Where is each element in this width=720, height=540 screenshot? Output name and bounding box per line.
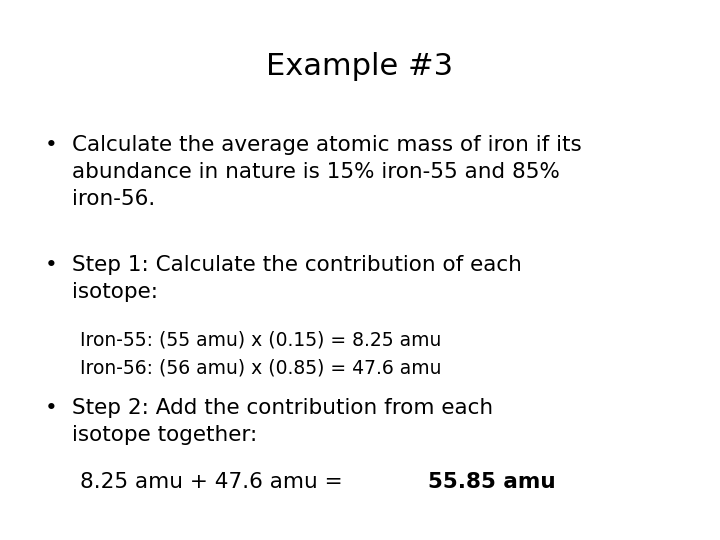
Text: •: • — [45, 398, 58, 418]
Text: Example #3: Example #3 — [266, 52, 454, 81]
Text: Iron-56: (56 amu) x (0.85) = 47.6 amu: Iron-56: (56 amu) x (0.85) = 47.6 amu — [80, 358, 441, 377]
Text: •: • — [45, 135, 58, 155]
Text: 8.25 amu + 47.6 amu =: 8.25 amu + 47.6 amu = — [80, 472, 349, 492]
Text: Step 2: Add the contribution from each: Step 2: Add the contribution from each — [72, 398, 493, 418]
Text: isotope together:: isotope together: — [72, 425, 257, 445]
Text: 55.85 amu: 55.85 amu — [428, 472, 555, 492]
Text: Calculate the average atomic mass of iron if its: Calculate the average atomic mass of iro… — [72, 135, 582, 155]
Text: •: • — [45, 255, 58, 275]
Text: abundance in nature is 15% iron-55 and 85%: abundance in nature is 15% iron-55 and 8… — [72, 162, 560, 182]
Text: isotope:: isotope: — [72, 282, 158, 302]
Text: Step 1: Calculate the contribution of each: Step 1: Calculate the contribution of ea… — [72, 255, 522, 275]
Text: Iron-55: (55 amu) x (0.15) = 8.25 amu: Iron-55: (55 amu) x (0.15) = 8.25 amu — [80, 330, 441, 349]
Text: iron-56.: iron-56. — [72, 189, 156, 209]
